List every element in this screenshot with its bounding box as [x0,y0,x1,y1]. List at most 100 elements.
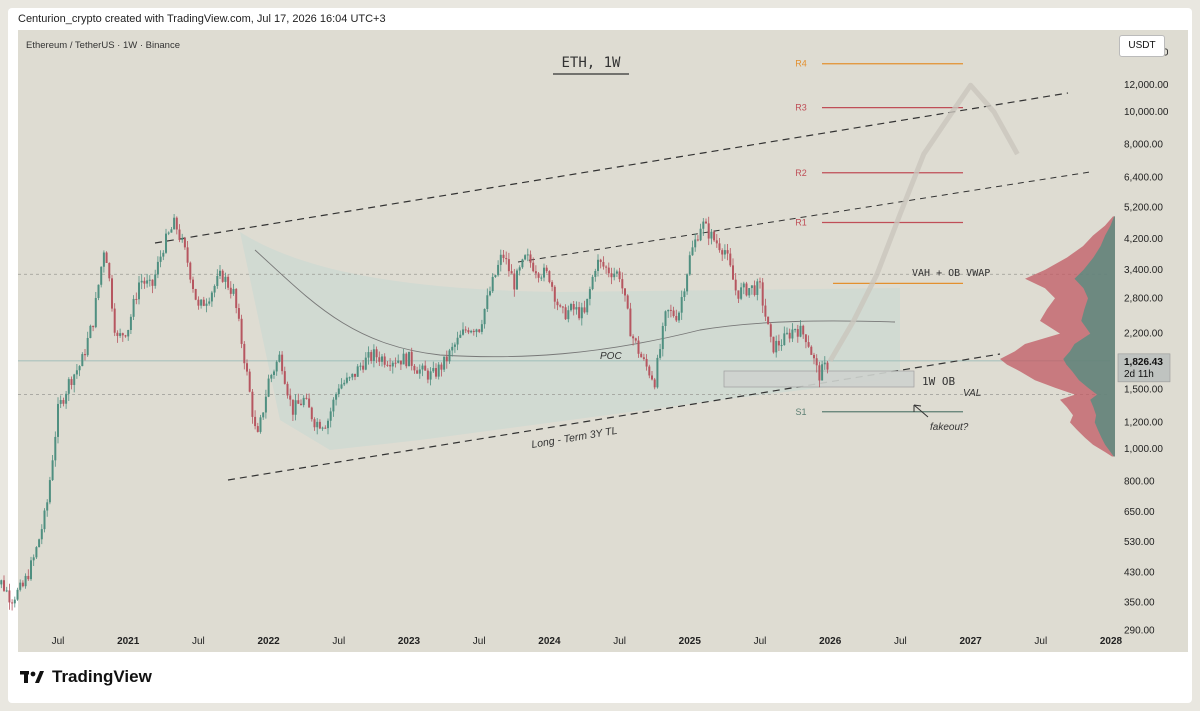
candle-body-140 [367,352,370,358]
candle-body-297 [791,329,794,339]
candle-body-78 [200,299,203,306]
candle-body-5 [3,580,5,591]
caption: Centurion_crypto created with TradingVie… [18,13,386,25]
candle-body-309 [823,362,826,365]
candle-body-109 [283,371,286,384]
y-tick-10: 1,500.00 [1124,385,1163,396]
candle-body-125 [327,420,329,429]
x-tick-2: Jul [192,636,205,647]
candle-body-241 [640,353,643,358]
candle-body-258 [686,274,689,292]
candle-body-202 [534,271,537,274]
candle-body-46 [113,308,116,333]
candle-body-310 [826,362,829,370]
tradingview-logo-text: TradingView [52,667,152,686]
candle-body-299 [796,329,799,337]
candle-body-220 [583,307,586,313]
candle-body-247 [656,357,659,388]
candle-body-304 [810,346,813,355]
candle-body-246 [653,379,656,388]
price-axis[interactable] [1110,30,1188,652]
candle-body-49 [121,333,124,336]
x-tick-6: Jul [473,636,486,647]
candle-body-296 [788,332,791,339]
candle-body-282 [750,285,753,289]
tradingview-logo-icon [20,671,44,683]
candle-body-7 [8,590,11,603]
level-label-r1: R1 [795,217,807,227]
candle-body-80 [205,303,208,306]
candle-body-18 [38,539,41,548]
chart-area[interactable] [18,30,1110,652]
candle-body-70 [178,229,181,240]
candle-body-31 [73,374,76,385]
candle-body-234 [621,279,624,289]
y-tick-3: 8,000.00 [1124,140,1163,151]
candle-body-192 [507,259,510,272]
candle-body-165 [435,368,437,377]
candle-body-108 [281,354,284,372]
candle-body-205 [543,267,545,278]
candle-body-158 [416,370,419,374]
candle-body-306 [815,358,818,366]
candle-body-262 [696,239,699,241]
candle-body-114 [297,400,300,404]
candle-body-187 [494,275,497,277]
candle-body-245 [651,375,653,380]
candle-body-141 [370,352,373,361]
candle-body-211 [559,305,562,307]
volume-profile-up [1063,216,1115,457]
candle-body-63 [159,256,162,262]
candle-body-198 [524,255,527,260]
candle-body-72 [183,238,186,248]
candle-body-60 [151,279,154,286]
candle-body-82 [210,292,213,302]
candle-body-223 [591,276,594,290]
candle-body-153 [402,353,405,365]
candle-body-308 [821,364,824,381]
candle-body-53 [132,298,135,317]
candle-body-6 [5,590,8,592]
vwap-curve [254,249,896,358]
candle-body-303 [807,342,810,347]
candle-body-90 [232,288,235,294]
candle-body-131 [343,382,346,385]
candle-body-121 [316,421,319,428]
candle-body-103 [267,378,270,397]
currency-button[interactable]: USDT [1119,35,1165,57]
candle-body-28 [65,393,68,404]
candle-body-22 [48,480,51,503]
candle-body-256 [680,297,683,313]
y-tick-1: 12,000.00 [1124,80,1169,91]
candle-body-291 [775,340,778,353]
tradingview-logo: TradingView [20,667,152,687]
candle-body-10 [16,589,19,600]
candle-body-115 [300,403,302,406]
candle-body-248 [659,349,662,358]
candle-body-155 [408,351,410,367]
candle-body-263 [699,228,702,241]
candle-body-119 [310,407,313,420]
candle-body-300 [799,325,802,337]
candle-body-152 [399,360,402,365]
candle-body-270 [718,243,721,251]
candle-body-232 [615,271,618,274]
candle-body-253 [672,310,675,316]
candle-body-142 [372,349,375,361]
candle-body-183 [483,308,486,325]
candle-body-23 [51,460,54,481]
candle-body-134 [351,373,354,378]
candle-body-200 [529,254,532,263]
candle-body-77 [197,299,200,306]
candle-body-259 [688,255,691,275]
candle-body-225 [597,259,599,271]
annotation-val: VAL [963,388,981,399]
candle-body-30 [70,379,73,385]
y-tick-4: 6,400.00 [1124,172,1163,183]
candle-body-117 [305,397,308,399]
candle-body-55 [138,282,140,300]
candle-body-301 [802,325,805,335]
candle-body-39 [94,298,97,328]
candle-body-138 [362,365,365,370]
